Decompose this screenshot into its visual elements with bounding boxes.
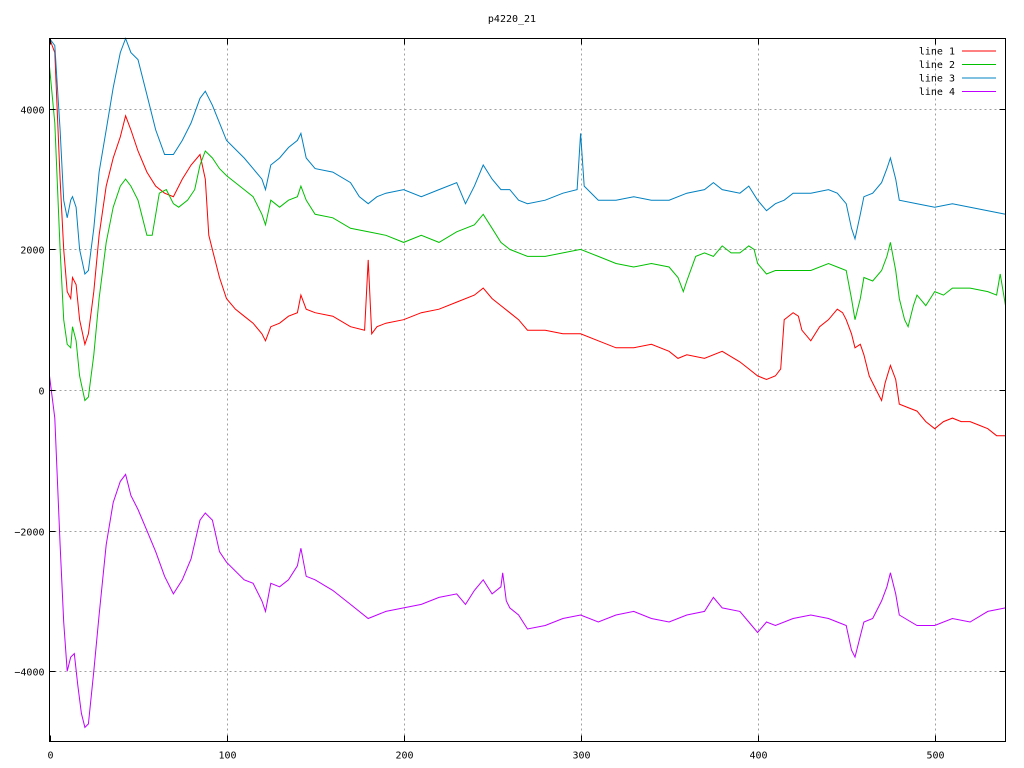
grid: [49, 38, 1006, 742]
x-tick-label: 500: [926, 751, 944, 762]
x-tick-label: 100: [218, 751, 236, 762]
legend-label: line 1: [919, 47, 955, 58]
series-line-2: [49, 66, 1006, 402]
plot-area-border: [49, 38, 1006, 742]
y-tick-label: 2000: [20, 246, 44, 257]
y-tick-label: 4000: [20, 106, 44, 117]
legend-label: line 2: [919, 60, 955, 71]
series-line-4: [49, 375, 1006, 729]
axis-ticks: 0 100 200 300 400 500 −4000 −2000 0 2000 4000: [14, 38, 1006, 762]
legend-label: line 3: [919, 74, 955, 85]
legend-label: line 4: [919, 87, 955, 98]
x-tick-label: 200: [395, 751, 413, 762]
y-tick-label: −2000: [14, 528, 44, 539]
y-tick-label: −4000: [14, 668, 44, 679]
legend: line 1 line 2 line 3 line 4: [919, 47, 996, 98]
x-tick-label: 400: [749, 751, 767, 762]
series-line-1: [49, 38, 1006, 437]
x-tick-label: 0: [47, 751, 53, 762]
series-lines: [49, 37, 1006, 729]
series-line-3: [49, 37, 1006, 276]
y-tick-label: 0: [38, 387, 44, 398]
x-tick-label: 300: [572, 751, 590, 762]
chart-title: p4220_21: [488, 14, 536, 25]
